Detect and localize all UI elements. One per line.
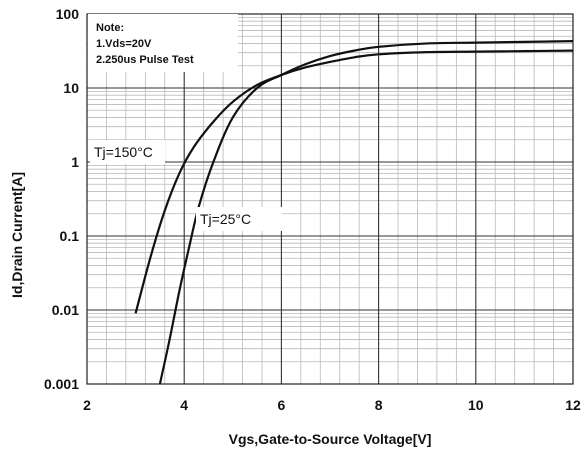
series-layer xyxy=(134,40,574,385)
y-tick-label: 100 xyxy=(56,6,80,22)
y-tick-label: 0.01 xyxy=(52,302,79,318)
x-axis-title: Vgs,Gate-to-Source Voltage[V] xyxy=(229,431,432,447)
x-tick-label: 4 xyxy=(180,397,188,413)
series-label-tj150: Tj=150°C xyxy=(90,140,165,164)
series-label-tj25: Tj=25°C xyxy=(196,207,282,231)
series-label-tj25-text: Tj=25°C xyxy=(200,211,251,227)
series-line-tj150 xyxy=(134,49,574,314)
y-tick-label: 0.1 xyxy=(60,228,80,244)
note-box: Note: 1.Vds=20V 2.250us Pulse Test xyxy=(88,14,238,72)
note-line-2: 2.250us Pulse Test xyxy=(96,54,194,66)
y-tick-label: 1 xyxy=(71,154,79,170)
x-tick-label: 10 xyxy=(468,397,484,413)
grid-minor xyxy=(87,14,573,384)
y-tick-label: 0.001 xyxy=(44,376,79,392)
x-tick-labels: 2 4 6 8 10 12 xyxy=(83,397,581,413)
note-heading: Note: xyxy=(96,22,124,34)
x-tick-label: 2 xyxy=(83,397,91,413)
note-line-1: 1.Vds=20V xyxy=(96,38,152,50)
series-line-tj25 xyxy=(158,40,574,385)
y-tick-labels: 0.001 0.01 0.1 1 10 100 xyxy=(44,6,79,392)
plot-frame xyxy=(86,13,574,385)
x-tick-label: 12 xyxy=(565,397,581,413)
x-tick-label: 6 xyxy=(278,397,286,413)
y-axis-title: Id,Drain Current[A] xyxy=(9,172,25,298)
x-tick-label: 8 xyxy=(375,397,383,413)
series-label-tj150-text: Tj=150°C xyxy=(94,144,153,160)
y-tick-label: 10 xyxy=(63,80,79,96)
